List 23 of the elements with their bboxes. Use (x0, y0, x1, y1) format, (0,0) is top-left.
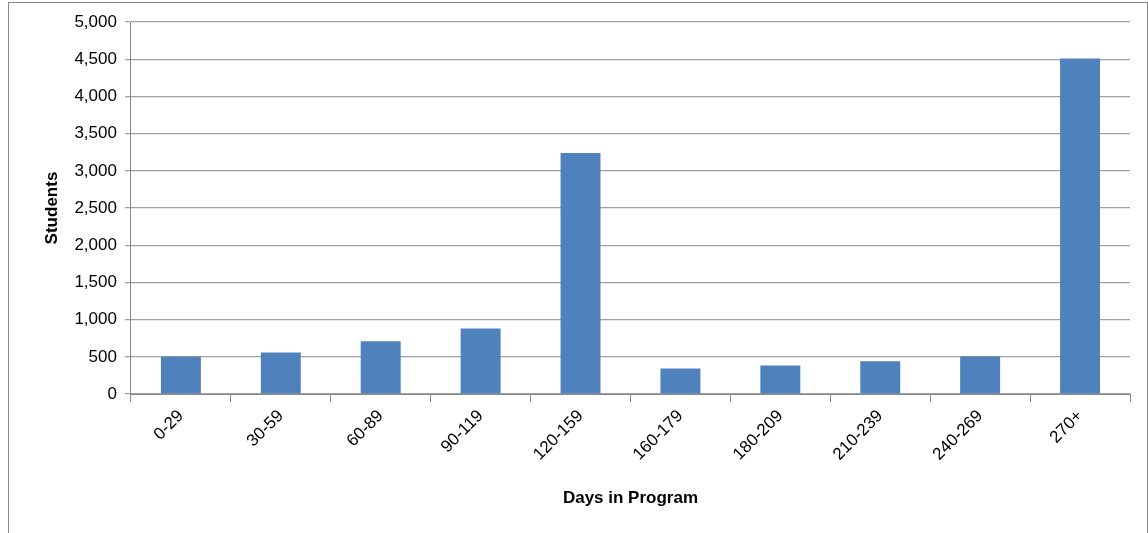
y-tick-label: 1,000 (74, 309, 117, 329)
y-tick-label: 5,000 (74, 11, 117, 31)
bar (460, 328, 501, 394)
y-axis-title: Students (41, 171, 61, 245)
y-tick-label: 500 (88, 346, 117, 366)
y-tick-label: 0 (107, 383, 117, 403)
bar (560, 152, 601, 394)
bar (960, 356, 1001, 394)
bar (160, 356, 201, 394)
y-tick-label: 4,000 (74, 86, 117, 106)
y-tick-label: 1,500 (74, 272, 117, 292)
y-tick-label: 2,000 (74, 234, 117, 254)
y-tick-label: 3,500 (74, 123, 117, 143)
y-tick-label: 4,500 (74, 48, 117, 68)
bar (1060, 58, 1101, 394)
bar (360, 341, 401, 394)
bar (760, 365, 801, 394)
bar (660, 368, 701, 394)
y-tick-label: 3,000 (74, 160, 117, 180)
x-axis-title: Days in Program (562, 488, 699, 508)
y-tick-label: 2,500 (74, 197, 117, 217)
bar (860, 361, 901, 394)
bar (260, 352, 301, 394)
